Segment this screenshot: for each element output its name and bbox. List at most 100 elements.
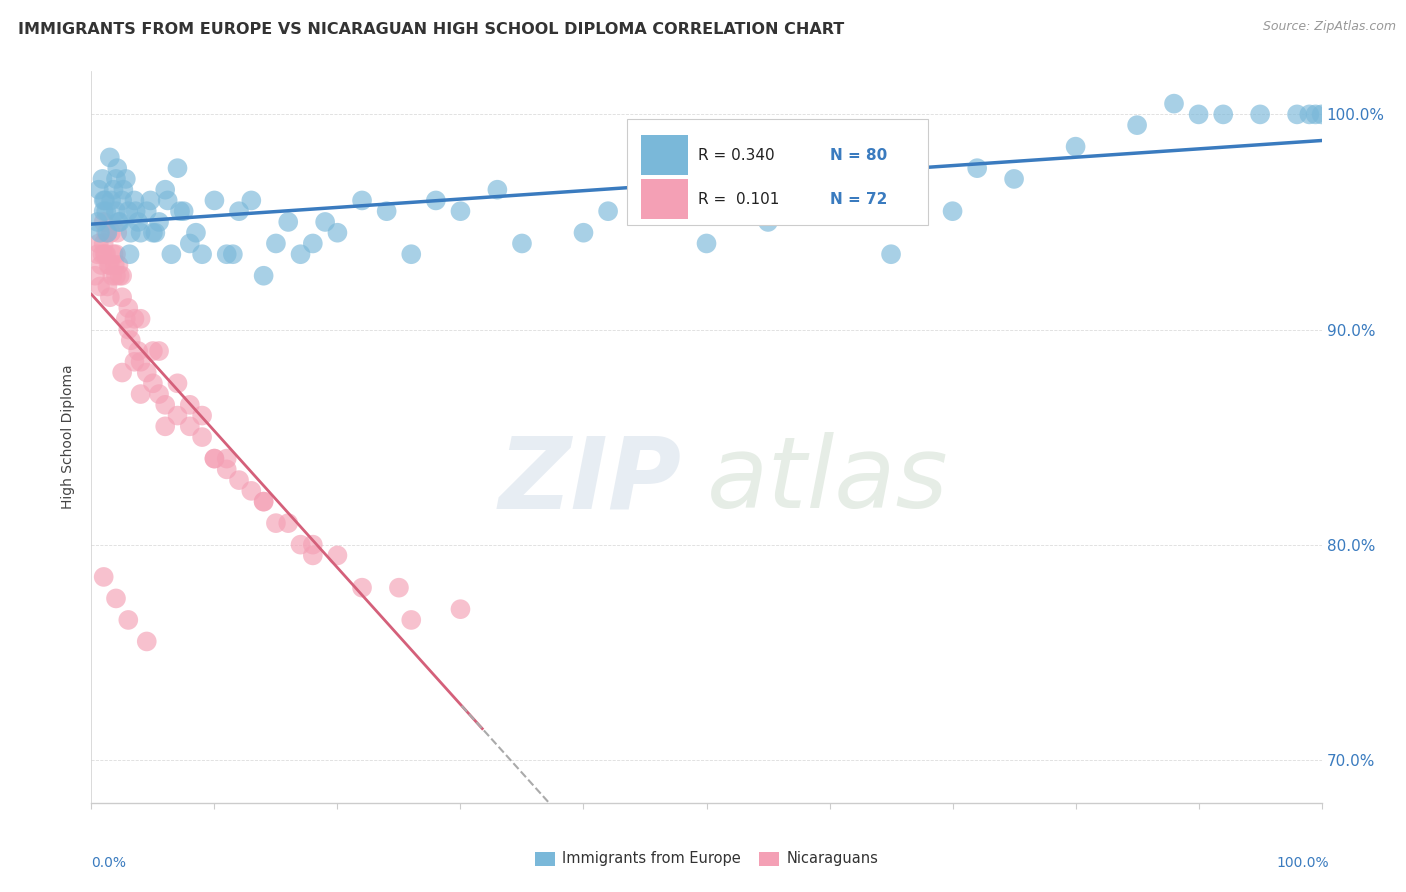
Point: [96, 279, 118, 293]
Point: [449, 602, 471, 616]
Point: [166, 409, 188, 423]
Point: [1126, 118, 1149, 132]
Point: [84, 268, 107, 283]
Point: [290, 247, 312, 261]
Text: atlas: atlas: [706, 433, 948, 530]
Point: [301, 549, 323, 563]
Legend: Immigrants from Europe, Nicaraguans: Immigrants from Europe, Nicaraguans: [529, 846, 884, 872]
Point: [153, 419, 177, 434]
Text: 100.0%: 100.0%: [1277, 856, 1329, 870]
Point: [202, 194, 225, 208]
Point: [117, 301, 139, 315]
Point: [966, 161, 988, 176]
Point: [941, 204, 963, 219]
Point: [153, 183, 177, 197]
Point: [173, 204, 195, 219]
Point: [388, 581, 411, 595]
Point: [86, 247, 108, 261]
Point: [93, 570, 115, 584]
Point: [1187, 107, 1209, 121]
Point: [1064, 139, 1087, 153]
Point: [486, 183, 509, 197]
Point: [108, 268, 131, 283]
Point: [572, 226, 595, 240]
FancyBboxPatch shape: [627, 119, 928, 225]
Point: [114, 311, 138, 326]
Point: [129, 226, 152, 240]
Point: [105, 591, 127, 606]
Point: [124, 355, 146, 369]
Point: [96, 226, 117, 240]
Point: [169, 204, 191, 219]
Point: [191, 247, 214, 261]
Point: [179, 419, 201, 434]
Point: [127, 344, 149, 359]
Point: [375, 204, 398, 219]
Text: R =  0.101: R = 0.101: [697, 192, 779, 207]
Point: [86, 215, 108, 229]
Point: [253, 494, 276, 508]
Point: [98, 290, 121, 304]
Point: [240, 483, 263, 498]
Point: [107, 258, 129, 272]
Point: [191, 409, 214, 423]
Point: [399, 613, 422, 627]
Point: [105, 204, 127, 219]
Text: ZIP: ZIP: [499, 433, 682, 530]
Point: [111, 194, 134, 208]
Point: [148, 215, 170, 229]
Point: [166, 376, 188, 391]
Point: [160, 247, 183, 261]
Point: [153, 398, 177, 412]
Point: [129, 355, 152, 369]
Point: [1212, 107, 1234, 121]
Point: [166, 161, 188, 176]
Point: [142, 344, 165, 359]
Point: [184, 226, 207, 240]
Point: [105, 268, 127, 283]
Point: [880, 247, 903, 261]
Point: [1163, 96, 1185, 111]
Point: [240, 194, 263, 208]
Point: [148, 387, 170, 401]
Point: [1285, 107, 1308, 121]
Point: [117, 613, 139, 627]
Point: [326, 549, 349, 563]
Point: [124, 194, 146, 208]
Point: [215, 462, 238, 476]
Point: [142, 226, 165, 240]
Point: [117, 322, 139, 336]
Point: [215, 451, 238, 466]
Point: [352, 194, 374, 208]
Point: [253, 268, 276, 283]
Point: [264, 236, 287, 251]
Point: [98, 258, 121, 272]
Point: [139, 194, 162, 208]
Point: [111, 290, 134, 304]
Point: [107, 215, 129, 229]
Point: [93, 194, 115, 208]
Point: [93, 215, 115, 229]
Point: [94, 194, 117, 208]
Text: 0.0%: 0.0%: [91, 856, 127, 870]
Point: [105, 226, 128, 240]
Point: [156, 194, 179, 208]
Point: [100, 226, 122, 240]
Point: [94, 247, 117, 261]
Point: [179, 236, 201, 251]
Point: [634, 183, 657, 197]
Point: [91, 172, 114, 186]
Point: [142, 376, 165, 391]
Point: [301, 236, 323, 251]
Point: [1298, 107, 1320, 121]
Point: [148, 344, 170, 359]
Point: [129, 387, 152, 401]
Point: [145, 226, 166, 240]
Point: [449, 204, 471, 219]
Point: [93, 204, 115, 219]
Point: [118, 247, 141, 261]
Point: [111, 268, 134, 283]
Point: [222, 247, 245, 261]
Point: [314, 215, 336, 229]
Point: [111, 366, 134, 380]
